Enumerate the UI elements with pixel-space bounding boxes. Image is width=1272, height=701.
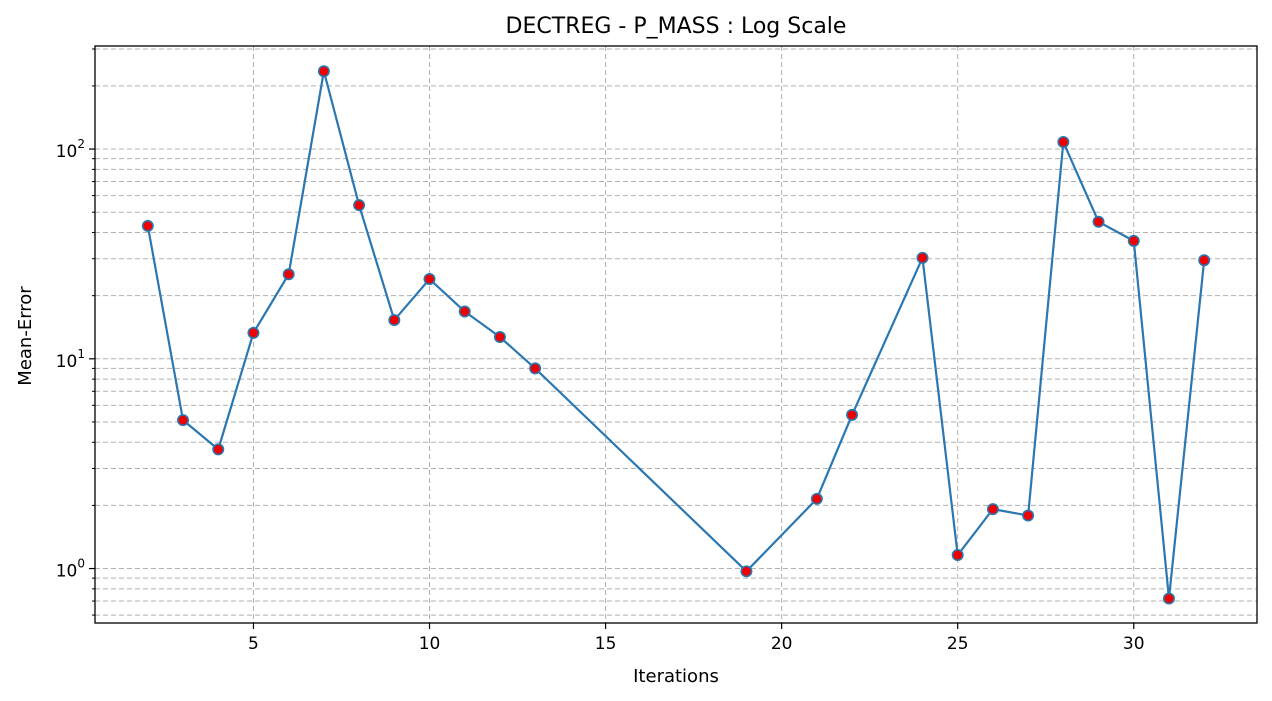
x-axis-label: Iterations <box>633 666 719 687</box>
plot-frame <box>94 45 1258 624</box>
data-point-marker <box>846 408 859 421</box>
data-point-marker <box>1022 509 1035 522</box>
data-point-marker <box>1092 215 1105 228</box>
data-point-marker <box>810 492 823 505</box>
data-point-marker <box>353 199 366 212</box>
data-point-marker <box>247 326 260 339</box>
data-point-marker <box>493 331 506 344</box>
y-tick-label: 101 <box>56 347 85 372</box>
data-point-marker <box>916 251 929 264</box>
data-point-marker <box>740 565 753 578</box>
chart-title: DECTREG - P_MASS : Log Scale <box>506 14 847 39</box>
data-point-marker <box>1198 254 1211 267</box>
data-point-marker <box>1127 234 1140 247</box>
y-axis-label: Mean-Error <box>15 286 36 386</box>
y-tick-label: 100 <box>56 557 85 582</box>
grid-lines <box>95 46 1257 623</box>
data-point-marker <box>529 362 542 375</box>
series-line <box>146 70 1206 600</box>
y-tick-label: 102 <box>56 137 85 162</box>
axis-ticks: 5 10 15 20 25 30 100 101 102 <box>56 48 1145 654</box>
x-tick-label: 5 <box>248 634 259 654</box>
data-point-marker <box>1162 592 1175 605</box>
data-point-marker <box>423 273 436 286</box>
data-point-marker <box>212 443 225 456</box>
plot-area <box>95 46 1257 623</box>
data-point-marker <box>951 549 964 562</box>
data-point-marker <box>458 305 471 318</box>
x-tick-label: 10 <box>419 634 441 654</box>
data-point-marker <box>282 268 295 281</box>
data-series <box>141 65 1211 605</box>
x-tick-label: 25 <box>947 634 969 654</box>
data-point-marker <box>388 314 401 327</box>
x-tick-label: 15 <box>595 634 617 654</box>
x-tick-label: 20 <box>771 634 793 654</box>
data-point-marker <box>317 65 330 78</box>
data-point-marker <box>1057 136 1070 149</box>
data-point-marker <box>986 503 999 516</box>
data-point-marker <box>177 414 190 427</box>
data-point-marker <box>141 219 154 232</box>
x-tick-label: 30 <box>1123 634 1145 654</box>
